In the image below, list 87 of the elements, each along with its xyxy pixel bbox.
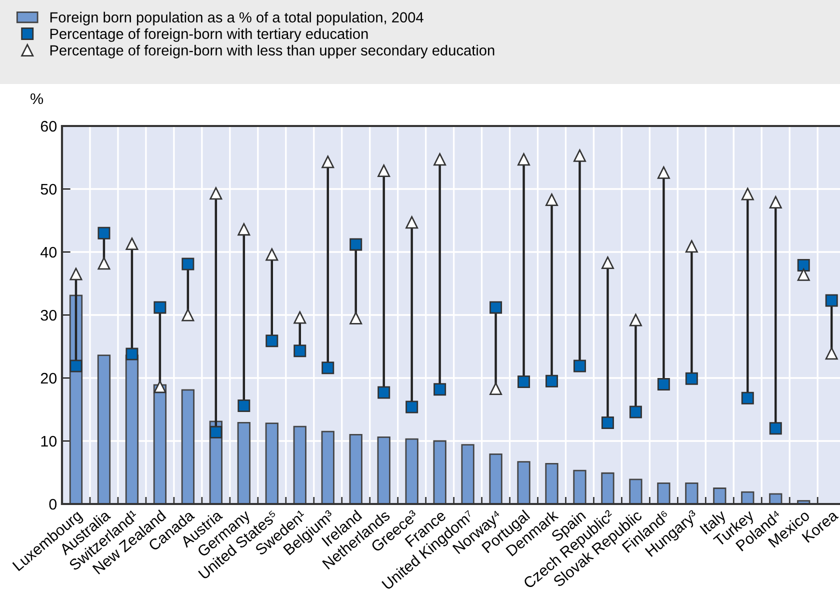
- point: [322, 156, 334, 168]
- point: [238, 223, 250, 236]
- point: [685, 372, 698, 385]
- bar: [629, 478, 642, 504]
- point: [434, 153, 446, 166]
- point: [825, 294, 838, 307]
- point: [322, 362, 334, 374]
- legend-label: Percentage of foreign-born with tertiary education: [50, 28, 368, 42]
- point: [126, 348, 138, 360]
- point: [490, 301, 502, 314]
- point: [741, 392, 754, 404]
- point: [629, 314, 642, 326]
- point: [741, 188, 754, 200]
- point: [685, 240, 698, 253]
- point: [769, 422, 782, 435]
- point: [518, 376, 530, 388]
- bar: [377, 436, 390, 504]
- bar: [237, 422, 250, 504]
- point: [294, 344, 306, 358]
- bar: [265, 422, 278, 504]
- y-tick-label: 10: [41, 436, 57, 447]
- point: [98, 257, 110, 270]
- y-tick-label: 0: [49, 498, 57, 510]
- point: [573, 149, 586, 162]
- bar: [601, 472, 614, 504]
- bar: [517, 461, 530, 504]
- point: [797, 258, 810, 272]
- point: [70, 268, 82, 280]
- bar: [713, 488, 726, 504]
- bar: [97, 354, 111, 504]
- point: [238, 399, 250, 412]
- bar: [153, 384, 167, 504]
- point: [154, 301, 166, 314]
- point: [518, 153, 530, 166]
- y-tick-label: 50: [40, 184, 57, 195]
- point: [378, 386, 390, 399]
- bar: [685, 482, 698, 504]
- y-tick-label: 20: [40, 372, 57, 384]
- point: [601, 256, 614, 269]
- point: [350, 238, 362, 251]
- bar: [349, 434, 362, 504]
- legend-label: Foreign born population as a % of a total population, 2004: [50, 12, 424, 26]
- legend-label: Percentage of foreign-born with less than upper secondary education: [50, 44, 494, 58]
- point: [70, 360, 82, 372]
- point: [629, 406, 642, 418]
- point: [406, 216, 418, 229]
- point: [350, 312, 362, 324]
- point: [294, 311, 306, 324]
- point: [210, 426, 222, 438]
- bar: [125, 354, 139, 504]
- bar: [293, 426, 306, 504]
- point: [546, 374, 558, 388]
- bar: [573, 470, 586, 504]
- bar: [741, 491, 754, 504]
- bar: [405, 438, 418, 504]
- point: [182, 308, 194, 322]
- point: [154, 380, 166, 394]
- point: [601, 416, 614, 429]
- point: [266, 248, 278, 261]
- point: [573, 360, 586, 372]
- point: [126, 238, 138, 250]
- point: [378, 164, 390, 177]
- bar: [769, 493, 782, 504]
- bar: [489, 454, 502, 504]
- point: [797, 268, 810, 281]
- point: [546, 193, 558, 206]
- y-tick-label: 40: [40, 246, 57, 258]
- y-tick-label: 30: [40, 310, 57, 321]
- bar: [461, 444, 474, 504]
- point: [825, 347, 838, 360]
- point: [182, 258, 194, 270]
- y-tick-label: 60: [40, 120, 57, 132]
- point: [657, 166, 670, 179]
- point: [657, 378, 670, 391]
- bar: [321, 430, 334, 504]
- point: [490, 382, 502, 395]
- point: [266, 334, 278, 348]
- bar: [545, 462, 558, 504]
- point: [98, 226, 110, 240]
- point: [406, 400, 418, 414]
- bar: [181, 389, 195, 504]
- point: [434, 383, 446, 396]
- y-axis-title: %: [30, 93, 44, 104]
- point: [210, 187, 222, 200]
- point: [769, 196, 782, 208]
- bar: [433, 440, 446, 504]
- bar: [657, 482, 670, 504]
